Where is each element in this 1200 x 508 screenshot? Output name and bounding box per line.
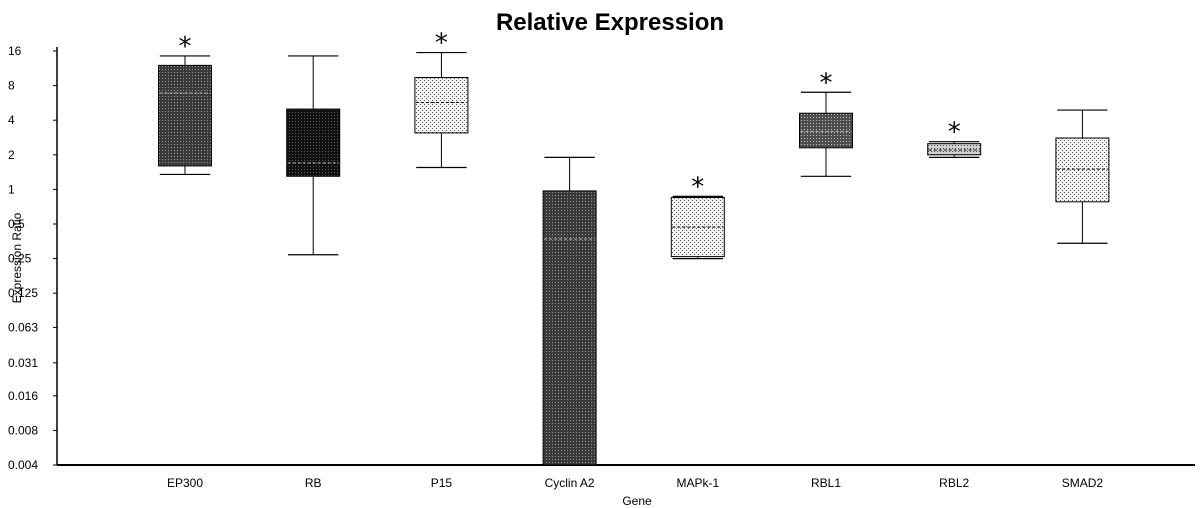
box-iqr (542, 190, 597, 466)
box-iqr (799, 112, 853, 149)
y-tick-label: 0.031 (8, 356, 38, 370)
x-category-label: P15 (431, 476, 453, 490)
x-category-label: SMAD2 (1062, 476, 1104, 490)
x-category-label: Cyclin A2 (545, 476, 595, 490)
box-ep300: * (158, 32, 212, 176)
box-iqr (927, 143, 982, 156)
box-iqr (286, 108, 341, 177)
y-tick-label: 0.125 (8, 286, 38, 300)
x-axis: EP300 RB P15 Cyclin A2 MAPk-1 RBL1 RBL2 SMAD2 (57, 464, 1195, 490)
y-tick-label: 8 (8, 79, 15, 93)
chart-title: Relative Expression (496, 9, 724, 36)
significance-star: * (435, 29, 448, 59)
y-tick-label: 0.016 (8, 389, 38, 403)
x-category-label: RB (305, 476, 322, 490)
significance-star: * (820, 68, 833, 98)
y-tick-label: 0.063 (8, 320, 38, 334)
y-axis-title: Expression Ratio (10, 212, 24, 303)
box-iqr (414, 77, 469, 134)
boxes-group: * * * * * (158, 29, 1110, 466)
x-axis-title: Gene (622, 494, 652, 508)
y-tick-label: 0.008 (8, 423, 38, 437)
box-p15: * (414, 29, 469, 169)
y-tick-label: 16 (8, 44, 22, 58)
box-cyclin-a2 (542, 156, 597, 466)
y-tick-label: 4 (8, 113, 15, 127)
y-axis: 16 8 4 2 1 0.5 0.25 0.125 0.063 0.031 0.016 0.008 0.… (8, 44, 58, 472)
box-smad2 (1055, 109, 1110, 244)
y-tick-label: 0.25 (8, 252, 32, 266)
significance-star: * (948, 118, 961, 148)
significance-star: * (691, 172, 704, 202)
box-rbl2: * (927, 118, 982, 158)
y-tick-label: 1 (8, 182, 15, 196)
y-tick-label: 0.004 (8, 458, 38, 472)
x-category-label: RBL1 (811, 476, 841, 490)
y-tick-label: 0.5 (8, 217, 25, 231)
box-iqr (1055, 137, 1110, 203)
x-category-label: MAPk-1 (676, 476, 719, 490)
box-mapk-1: * (670, 172, 725, 260)
box-rb (286, 55, 341, 256)
box-rbl1: * (799, 68, 853, 177)
x-category-label: EP300 (167, 476, 203, 490)
y-tick-label: 2 (8, 148, 15, 162)
box-iqr (158, 64, 212, 167)
x-category-label: RBL2 (939, 476, 969, 490)
significance-star: * (179, 32, 192, 62)
